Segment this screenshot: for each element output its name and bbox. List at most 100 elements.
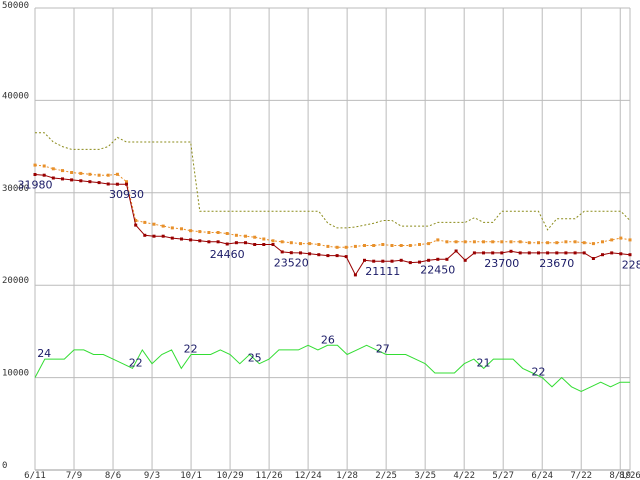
series-line-2 <box>34 164 631 248</box>
series-2-point <box>527 241 531 245</box>
series-3-point <box>564 251 568 255</box>
series-3-point <box>51 176 55 180</box>
series-2-point <box>363 244 366 247</box>
series-3-point <box>326 254 330 258</box>
series-3-point <box>271 243 275 246</box>
series-2-point <box>134 219 138 222</box>
series-3-point <box>289 251 293 255</box>
series-2-point <box>482 240 485 244</box>
series-3-point <box>344 255 348 259</box>
data-label: 25 <box>248 352 262 365</box>
series-2-point <box>454 240 458 244</box>
data-label: 30930 <box>109 188 144 201</box>
series-2-point <box>353 244 357 248</box>
series-3-point <box>619 252 623 256</box>
series-3-point <box>482 251 485 255</box>
x-tick-label: 3/25 <box>414 471 436 480</box>
series-2-point <box>573 240 577 244</box>
series-3-point <box>537 251 540 255</box>
series-3-point <box>244 241 247 245</box>
series-3-point <box>372 259 376 263</box>
series-3-point <box>500 251 504 255</box>
series-3-point <box>161 234 165 238</box>
series-3-point <box>253 243 257 246</box>
series-2-point <box>198 230 202 234</box>
series-2-point <box>582 241 586 245</box>
series-3-point <box>555 251 559 255</box>
series-3-point <box>262 243 266 246</box>
series-line-4 <box>34 344 630 393</box>
series-2-point <box>326 244 330 248</box>
series-3-point <box>97 181 101 185</box>
x-tick-label: 8/6 <box>105 471 121 480</box>
series-3-point <box>70 178 74 182</box>
series-2-point <box>106 173 110 177</box>
series-2-point <box>244 234 247 238</box>
series-3-point <box>353 273 357 277</box>
series-3-point <box>42 173 46 177</box>
data-label: 31980 <box>18 179 53 192</box>
series-2-point <box>70 171 74 174</box>
series-3-point <box>418 260 421 264</box>
data-label: 27 <box>376 343 390 356</box>
series-3-point <box>33 173 37 176</box>
y-axis: 0 10000 20000 30000 40000 50000 <box>2 1 29 471</box>
series-3-point <box>628 253 632 257</box>
series-2-point <box>463 240 467 244</box>
x-tick-label: 4/22 <box>453 471 475 480</box>
series-2-point <box>555 241 559 245</box>
x-tick-label: 1/28 <box>336 471 358 480</box>
series-3-point <box>317 253 321 257</box>
series-2-point <box>299 242 302 246</box>
series-3-point <box>363 258 366 262</box>
series-2-point <box>97 173 101 177</box>
series-3-point <box>610 251 614 255</box>
x-tick-label: 6/24 <box>531 471 553 480</box>
series-3-point <box>472 251 476 255</box>
series-3-point <box>198 239 202 243</box>
series-2-point <box>161 224 165 228</box>
series-3-point <box>152 234 156 238</box>
series-3-point <box>170 236 174 240</box>
series-3-point <box>125 182 128 186</box>
x-tick-label: 7/9 <box>66 471 82 480</box>
series-2-point <box>601 240 604 244</box>
series-3-point <box>573 251 577 255</box>
series-3-point <box>491 251 495 255</box>
x-tick-label: 11/26 <box>256 471 283 480</box>
series-2-point <box>51 167 55 171</box>
series-2-point <box>79 171 83 175</box>
series-3-point <box>234 241 238 245</box>
data-label: 26 <box>321 333 335 346</box>
series-2-point <box>180 227 183 231</box>
series-3-point <box>518 251 522 255</box>
series-line-3 <box>34 174 631 276</box>
y-tick-label: 40000 <box>2 91 29 101</box>
series-2-point <box>115 172 119 176</box>
series-3-point <box>106 182 110 186</box>
x-tick-label: 2/25 <box>375 471 397 480</box>
series-3-point <box>335 254 339 258</box>
data-label: 23670 <box>539 257 574 270</box>
series-3-point <box>88 180 92 184</box>
x-tick-label: 5/27 <box>492 471 514 480</box>
series-2-point <box>591 242 595 246</box>
series-3-point <box>509 249 513 253</box>
data-label: 22450 <box>420 263 455 276</box>
x-tick-label: 9/3 <box>144 471 160 480</box>
series-3-point <box>280 250 284 254</box>
data-label: 22 <box>184 343 198 356</box>
x-tick-label: 10/1 <box>180 471 202 480</box>
series-group <box>33 132 632 393</box>
data-label: 22 <box>129 356 143 369</box>
x-axis: 6/11 7/9 8/6 9/3 10/1 10/29 11/26 12/24 1/28 2/25… <box>24 471 640 480</box>
series-2-point <box>491 240 495 244</box>
series-2-point <box>537 241 540 245</box>
series-2-point <box>33 163 37 167</box>
data-label: 21 <box>477 356 491 369</box>
y-tick-label: 0 <box>2 461 7 471</box>
series-2-point <box>390 244 394 247</box>
data-label: 23700 <box>484 257 519 270</box>
data-label: 24460 <box>210 248 245 261</box>
series-3-point <box>207 240 211 244</box>
